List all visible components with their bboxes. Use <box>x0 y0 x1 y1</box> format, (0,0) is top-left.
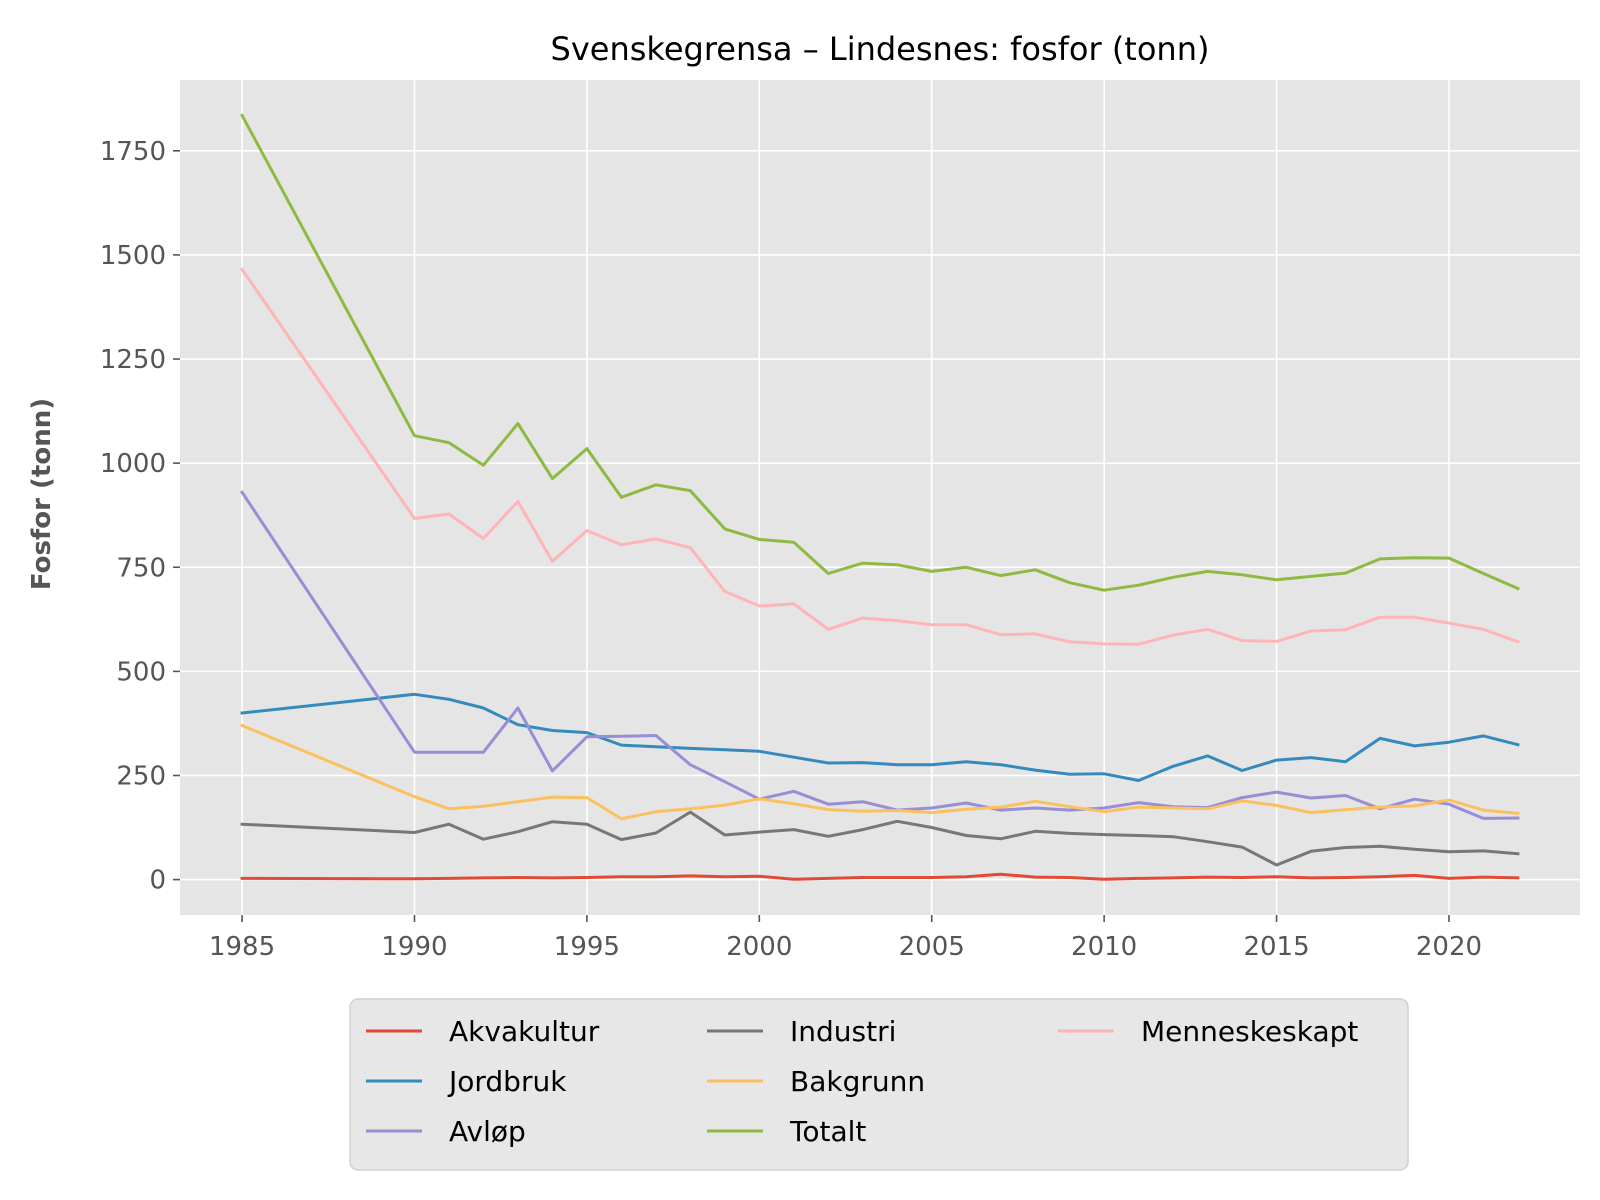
series-line-menneskeskapt <box>240 267 1520 646</box>
y-tick-label: 1750 <box>100 137 166 167</box>
legend-label-akvakultur: Akvakultur <box>449 1015 600 1048</box>
series-line-jordbruk <box>240 692 1520 782</box>
y-tick-label: 250 <box>116 761 166 791</box>
x-tick-label: 1990 <box>381 932 447 962</box>
series-line-avlop <box>240 490 1520 820</box>
x-tick-label: 1985 <box>209 932 275 962</box>
series-line-akvakultur <box>240 872 1520 881</box>
y-tick-label: 750 <box>116 553 166 583</box>
y-tick-label: 500 <box>116 657 166 687</box>
x-tick-label: 2010 <box>1071 932 1137 962</box>
legend-label-menneskeskapt: Menneskeskapt <box>1141 1015 1358 1048</box>
series-line-bakgrunn <box>240 723 1520 821</box>
legend-label-jordbruk: Jordbruk <box>447 1065 567 1098</box>
legend-label-industri: Industri <box>790 1015 896 1048</box>
series-lines <box>240 113 1520 881</box>
legend-box <box>349 998 1409 1171</box>
series-line-totalt <box>240 113 1520 592</box>
chart-title: Svenskegrensa – Lindesnes: fosfor (tonn) <box>551 30 1210 68</box>
y-axis: 0 250 500 750 1000 1250 1500 1750 <box>100 137 180 896</box>
y-tick-label: 1000 <box>100 449 166 479</box>
y-tick-label: 1500 <box>100 241 166 271</box>
legend: Akvakultur Jordbruk Avløp Industri Bakgrunn T… <box>349 998 1409 1171</box>
y-tick-label: 0 <box>149 866 166 896</box>
legend-label-avlop: Avløp <box>449 1115 526 1148</box>
series-line-industri <box>240 810 1520 867</box>
plot-area <box>180 80 1580 915</box>
legend-label-totalt: Totalt <box>789 1115 866 1148</box>
x-tick-label: 2020 <box>1416 932 1482 962</box>
x-axis: 1985 1990 1995 2000 2005 2010 2015 2020 <box>209 915 1482 962</box>
y-tick-label: 1250 <box>100 345 166 375</box>
x-tick-label: 2000 <box>726 932 792 962</box>
y-axis-label: Fosfor (tonn) <box>27 398 57 590</box>
x-tick-label: 2015 <box>1243 932 1309 962</box>
x-tick-label: 2005 <box>899 932 965 962</box>
x-tick-label: 1995 <box>554 932 620 962</box>
legend-label-bakgrunn: Bakgrunn <box>790 1065 925 1098</box>
